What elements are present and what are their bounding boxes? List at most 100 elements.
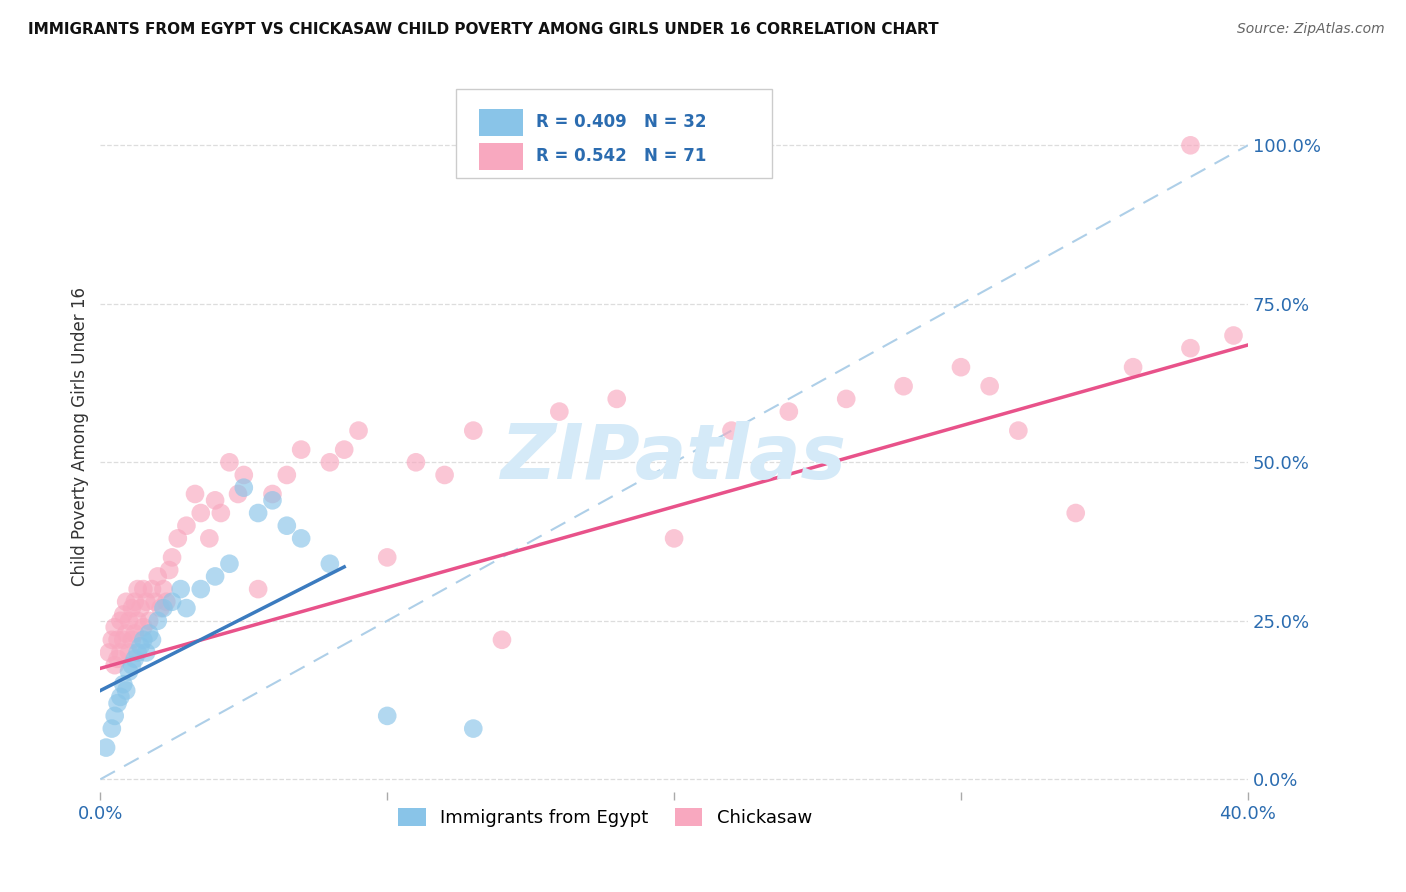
- Point: [1180, 341, 1202, 355]
- Point: [226, 487, 249, 501]
- FancyBboxPatch shape: [456, 89, 772, 178]
- Point: [176, 518, 198, 533]
- Point: [110, 614, 132, 628]
- Point: [146, 614, 169, 628]
- Point: [127, 582, 149, 596]
- Point: [138, 626, 160, 640]
- Point: [979, 379, 1001, 393]
- Point: [160, 595, 183, 609]
- Point: [101, 632, 124, 647]
- Point: [94, 740, 117, 755]
- Point: [835, 392, 858, 406]
- Point: [129, 601, 152, 615]
- Point: [375, 709, 398, 723]
- Point: [232, 467, 254, 482]
- Legend: Immigrants from Egypt, Chickasaw: Immigrants from Egypt, Chickasaw: [391, 800, 820, 834]
- Point: [118, 665, 141, 679]
- Point: [433, 467, 456, 482]
- Point: [218, 557, 240, 571]
- Point: [138, 614, 160, 628]
- Point: [129, 639, 152, 653]
- Point: [232, 481, 254, 495]
- Point: [198, 532, 221, 546]
- Point: [110, 645, 132, 659]
- Point: [115, 683, 138, 698]
- Point: [112, 632, 135, 647]
- Point: [218, 455, 240, 469]
- Point: [118, 645, 141, 659]
- Point: [121, 632, 143, 647]
- Point: [107, 652, 129, 666]
- Point: [104, 658, 127, 673]
- Point: [121, 658, 143, 673]
- Point: [204, 569, 226, 583]
- Point: [127, 645, 149, 659]
- Point: [276, 467, 298, 482]
- Text: R = 0.409   N = 32: R = 0.409 N = 32: [537, 113, 707, 131]
- Text: ZIPatlas: ZIPatlas: [501, 421, 846, 495]
- FancyBboxPatch shape: [479, 143, 523, 170]
- Point: [152, 601, 174, 615]
- Point: [110, 690, 132, 704]
- Point: [146, 569, 169, 583]
- Point: [375, 550, 398, 565]
- Point: [176, 601, 198, 615]
- Point: [157, 563, 180, 577]
- Point: [1180, 138, 1202, 153]
- Point: [333, 442, 356, 457]
- Point: [124, 626, 146, 640]
- Text: R = 0.542   N = 71: R = 0.542 N = 71: [537, 147, 707, 165]
- Point: [720, 424, 742, 438]
- Point: [606, 392, 628, 406]
- Point: [247, 506, 270, 520]
- Point: [141, 582, 163, 596]
- Point: [155, 595, 177, 609]
- Point: [319, 557, 342, 571]
- Point: [463, 722, 485, 736]
- Point: [1007, 424, 1029, 438]
- Point: [112, 677, 135, 691]
- Point: [247, 582, 270, 596]
- Point: [121, 601, 143, 615]
- Point: [101, 722, 124, 736]
- Point: [97, 645, 120, 659]
- Point: [1122, 360, 1144, 375]
- Y-axis label: Child Poverty Among Girls Under 16: Child Poverty Among Girls Under 16: [72, 287, 89, 586]
- FancyBboxPatch shape: [479, 109, 523, 136]
- Point: [143, 595, 166, 609]
- Point: [1222, 328, 1244, 343]
- Point: [262, 487, 284, 501]
- Point: [124, 652, 146, 666]
- Point: [149, 601, 172, 615]
- Point: [347, 424, 370, 438]
- Point: [115, 595, 138, 609]
- Point: [104, 709, 127, 723]
- Point: [166, 532, 188, 546]
- Point: [160, 550, 183, 565]
- Point: [107, 632, 129, 647]
- Point: [190, 506, 212, 520]
- Point: [204, 493, 226, 508]
- Point: [1064, 506, 1087, 520]
- Point: [184, 487, 207, 501]
- Point: [190, 582, 212, 596]
- Point: [290, 532, 312, 546]
- Point: [107, 696, 129, 710]
- Point: [209, 506, 232, 520]
- Point: [135, 645, 157, 659]
- Point: [319, 455, 342, 469]
- Text: Source: ZipAtlas.com: Source: ZipAtlas.com: [1237, 22, 1385, 37]
- Text: IMMIGRANTS FROM EGYPT VS CHICKASAW CHILD POVERTY AMONG GIRLS UNDER 16 CORRELATIO: IMMIGRANTS FROM EGYPT VS CHICKASAW CHILD…: [28, 22, 939, 37]
- Point: [135, 595, 157, 609]
- Point: [893, 379, 915, 393]
- Point: [662, 532, 685, 546]
- Point: [118, 614, 141, 628]
- Point: [491, 632, 513, 647]
- Point: [115, 626, 138, 640]
- Point: [548, 404, 571, 418]
- Point: [949, 360, 972, 375]
- Point: [104, 620, 127, 634]
- Point: [141, 632, 163, 647]
- Point: [778, 404, 800, 418]
- Point: [262, 493, 284, 508]
